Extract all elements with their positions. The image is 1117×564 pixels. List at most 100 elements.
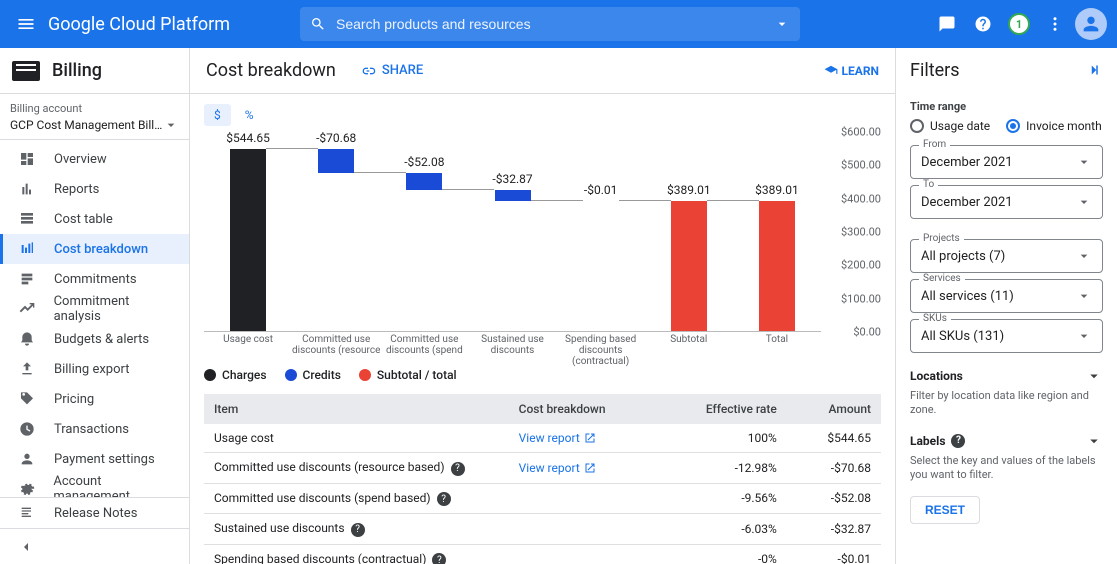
chart-bar-label: $389.01 (667, 183, 711, 197)
sidebar-item-label: Release Notes (54, 506, 137, 521)
sidebar-item-reports[interactable]: Reports (0, 174, 189, 204)
y-tick: $600.00 (841, 126, 881, 139)
sidebar-item-overview[interactable]: Overview (0, 144, 189, 174)
table-row: Usage costView report 100%$544.65 (204, 424, 881, 453)
chevron-down-icon (1076, 248, 1092, 264)
sidebar-item-cost-breakdown[interactable]: Cost breakdown (0, 234, 189, 264)
view-report-link[interactable]: View report (519, 431, 596, 445)
chart-connector (619, 200, 671, 201)
sidebar-item-label: Account management (53, 474, 177, 497)
sidebar-item-pricing[interactable]: Pricing (0, 384, 189, 414)
menu-button[interactable] (8, 6, 44, 42)
billing-product-icon (12, 61, 40, 81)
brand-title: Google Cloud Platform (48, 14, 230, 35)
chevron-left-icon (18, 539, 34, 555)
collapse-sidebar-button[interactable] (0, 528, 189, 564)
radio-invoice-month[interactable]: Invoice month (1006, 119, 1102, 133)
more-icon[interactable] (1037, 6, 1073, 42)
sidebar-item-account-management[interactable]: Account management (0, 474, 189, 497)
search-box[interactable] (300, 7, 800, 41)
sidebar-item-label: Payment settings (54, 452, 155, 467)
sidebar-item-label: Pricing (54, 392, 94, 407)
legend-item: Credits (285, 368, 341, 382)
search-dropdown-icon[interactable] (774, 16, 790, 32)
sidebar-item-payment-settings[interactable]: Payment settings (0, 444, 189, 474)
currency-tab-dollar[interactable]: $ (204, 104, 231, 126)
share-button[interactable]: SHARE (360, 63, 423, 79)
chart-bar (318, 149, 354, 173)
y-tick: $400.00 (841, 192, 881, 205)
chart-bar (759, 201, 795, 331)
sidebar-item-cost-table[interactable]: Cost table (0, 204, 189, 234)
skus-select[interactable]: SKUs All SKUs (131) (910, 319, 1103, 353)
sidebar-item-release-notes[interactable]: Release Notes (0, 498, 189, 528)
view-report-link[interactable]: View report (519, 461, 596, 475)
chart-bar (495, 190, 531, 201)
reset-button[interactable]: RESET (910, 496, 980, 524)
avatar[interactable] (1073, 6, 1109, 42)
learn-icon (824, 64, 838, 78)
sidebar-item-label: Budgets & alerts (54, 332, 149, 347)
sidebar-item-commitments[interactable]: Commitments (0, 264, 189, 294)
product-title: Billing (52, 60, 102, 81)
projects-select[interactable]: Projects All projects (7) (910, 239, 1103, 273)
collapse-filters-button[interactable] (1085, 61, 1103, 79)
help-icon[interactable]: ? (432, 553, 446, 564)
sidebar-item-label: Billing export (54, 362, 129, 377)
search-input[interactable] (326, 16, 774, 32)
services-select[interactable]: Services All services (11) (910, 279, 1103, 313)
table-header: Effective rate (659, 394, 787, 424)
export-icon (18, 360, 36, 378)
radio-icon (1006, 119, 1020, 133)
chevron-down-icon (1076, 154, 1092, 170)
chart-connector (442, 189, 494, 190)
chart-x-label: Spending based discounts (contractual) (556, 334, 646, 367)
alert-icon (18, 330, 36, 348)
help-icon[interactable]: ? (351, 523, 365, 537)
labels-expander[interactable]: Labels ? (910, 432, 1103, 450)
table-row: Committed use discounts (resource based)… (204, 453, 881, 484)
console-icon[interactable] (929, 6, 965, 42)
chevron-down-icon (1085, 432, 1103, 450)
chevron-down-icon (1076, 328, 1092, 344)
to-select[interactable]: To December 2021 (910, 185, 1103, 219)
table-row: Committed use discounts (spend based)?-9… (204, 483, 881, 514)
radio-icon (910, 119, 924, 133)
learn-button[interactable]: LEARN (824, 64, 879, 78)
sidebar-item-commitment-analysis[interactable]: Commitment analysis (0, 294, 189, 324)
y-tick: $300.00 (841, 226, 881, 239)
sidebar-item-transactions[interactable]: Transactions (0, 414, 189, 444)
product-header: Billing (0, 48, 189, 94)
y-tick: $100.00 (841, 292, 881, 305)
search-icon (310, 16, 326, 32)
sidebar-item-billing-export[interactable]: Billing export (0, 354, 189, 384)
chart-bar (230, 149, 266, 331)
help-icon[interactable]: ? (437, 492, 451, 506)
table-icon (18, 210, 36, 228)
billing-account-selector[interactable]: Billing account GCP Cost Management Bill… (0, 94, 189, 140)
sidebar-item-label: Transactions (54, 422, 129, 437)
chart-connector (531, 200, 583, 201)
help-icon[interactable]: ? (451, 462, 465, 476)
legend-item: Subtotal / total (359, 368, 457, 382)
sidebar-item-label: Cost breakdown (54, 242, 148, 257)
sidebar-item-budgets-alerts[interactable]: Budgets & alerts (0, 324, 189, 354)
chart-bar-label: -$32.87 (492, 172, 532, 186)
from-select[interactable]: From December 2021 (910, 145, 1103, 179)
currency-tab-percent[interactable]: % (235, 104, 264, 126)
sidebar-item-label: Commitments (54, 272, 137, 287)
chart-bar-label: $544.65 (226, 131, 270, 145)
locations-expander[interactable]: Locations (910, 367, 1103, 385)
pricing-icon (18, 390, 36, 408)
breakdown-icon (18, 240, 36, 258)
help-icon[interactable] (965, 6, 1001, 42)
chart-connector (707, 200, 759, 201)
link-icon (360, 63, 376, 79)
table-row: Sustained use discounts?-6.03%-$32.87 (204, 514, 881, 545)
table-row: Spending based discounts (contractual)?-… (204, 544, 881, 564)
time-range-label: Time range (910, 100, 1103, 113)
radio-usage-date[interactable]: Usage date (910, 119, 990, 133)
table-header: Amount (787, 394, 881, 424)
notifications-badge[interactable]: 1 (1001, 6, 1037, 42)
transactions-icon (18, 420, 36, 438)
